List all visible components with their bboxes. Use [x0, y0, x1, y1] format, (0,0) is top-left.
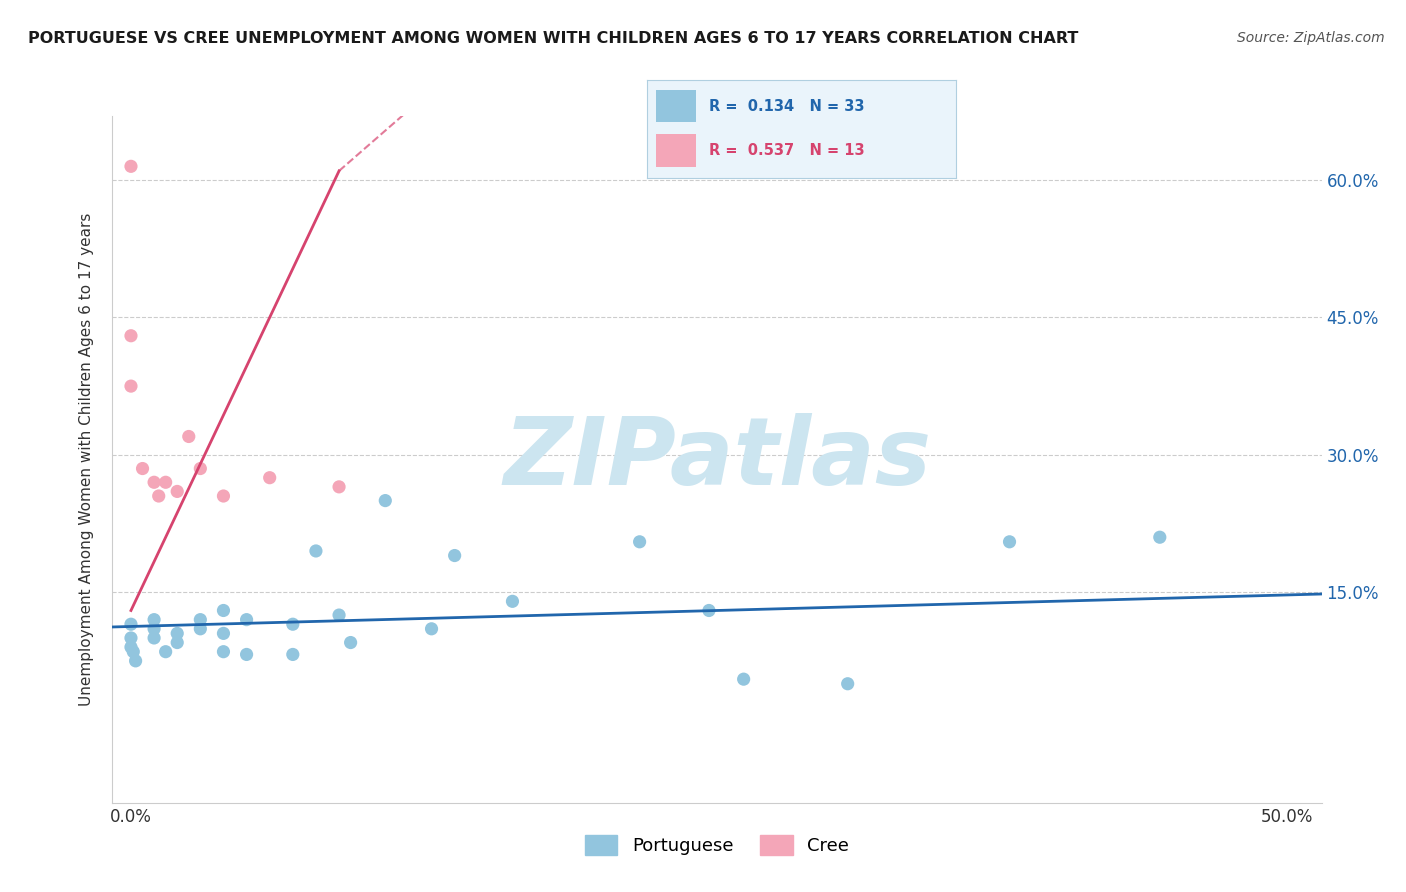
Point	[155, 645, 177, 659]
Point	[188, 461, 211, 475]
Point	[120, 631, 142, 645]
Point	[143, 631, 166, 645]
Point	[166, 626, 188, 640]
Point	[1149, 530, 1171, 544]
Point	[259, 471, 281, 485]
Point	[328, 608, 350, 623]
Point	[420, 622, 443, 636]
Point	[143, 622, 166, 636]
Point	[120, 640, 142, 654]
Point	[143, 613, 166, 627]
Point	[998, 534, 1021, 549]
FancyBboxPatch shape	[657, 90, 696, 122]
Text: PORTUGUESE VS CREE UNEMPLOYMENT AMONG WOMEN WITH CHILDREN AGES 6 TO 17 YEARS COR: PORTUGUESE VS CREE UNEMPLOYMENT AMONG WO…	[28, 31, 1078, 46]
Point	[120, 328, 142, 343]
Point	[212, 626, 235, 640]
Point	[148, 489, 170, 503]
Point	[166, 635, 188, 649]
Text: Source: ZipAtlas.com: Source: ZipAtlas.com	[1237, 31, 1385, 45]
Legend: Portuguese, Cree: Portuguese, Cree	[578, 828, 856, 863]
Point	[328, 480, 350, 494]
Point	[628, 534, 651, 549]
Point	[339, 635, 361, 649]
Text: R =  0.537   N = 13: R = 0.537 N = 13	[709, 143, 865, 158]
Point	[235, 648, 257, 662]
Point	[120, 159, 142, 173]
Point	[166, 484, 188, 499]
Point	[120, 617, 142, 632]
Point	[155, 475, 177, 490]
Point	[212, 645, 235, 659]
Point	[143, 475, 166, 490]
Text: R =  0.134   N = 33: R = 0.134 N = 33	[709, 99, 865, 114]
Point	[212, 489, 235, 503]
Point	[177, 429, 200, 443]
Point	[501, 594, 523, 608]
Point	[120, 379, 142, 393]
Point	[124, 654, 146, 668]
FancyBboxPatch shape	[657, 134, 696, 167]
Point	[188, 622, 211, 636]
Point	[697, 603, 720, 617]
Y-axis label: Unemployment Among Women with Children Ages 6 to 17 years: Unemployment Among Women with Children A…	[79, 212, 94, 706]
Point	[188, 613, 211, 627]
Point	[212, 603, 235, 617]
Point	[443, 549, 465, 563]
Point	[281, 648, 304, 662]
Text: ZIPatlas: ZIPatlas	[503, 413, 931, 506]
Point	[374, 493, 396, 508]
Point	[131, 461, 153, 475]
Point	[122, 645, 145, 659]
Point	[837, 677, 859, 691]
Point	[305, 544, 328, 558]
Point	[281, 617, 304, 632]
Point	[733, 672, 755, 686]
Point	[235, 613, 257, 627]
